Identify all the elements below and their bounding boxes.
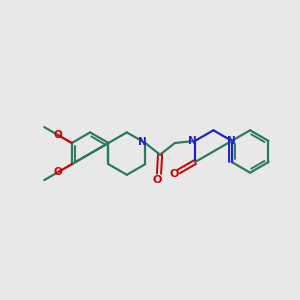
Text: O: O (152, 175, 162, 184)
Text: N: N (188, 136, 197, 146)
Text: O: O (53, 167, 62, 178)
Text: N: N (139, 137, 147, 147)
Text: O: O (53, 130, 62, 140)
Text: N: N (227, 136, 236, 146)
Text: O: O (169, 169, 178, 179)
